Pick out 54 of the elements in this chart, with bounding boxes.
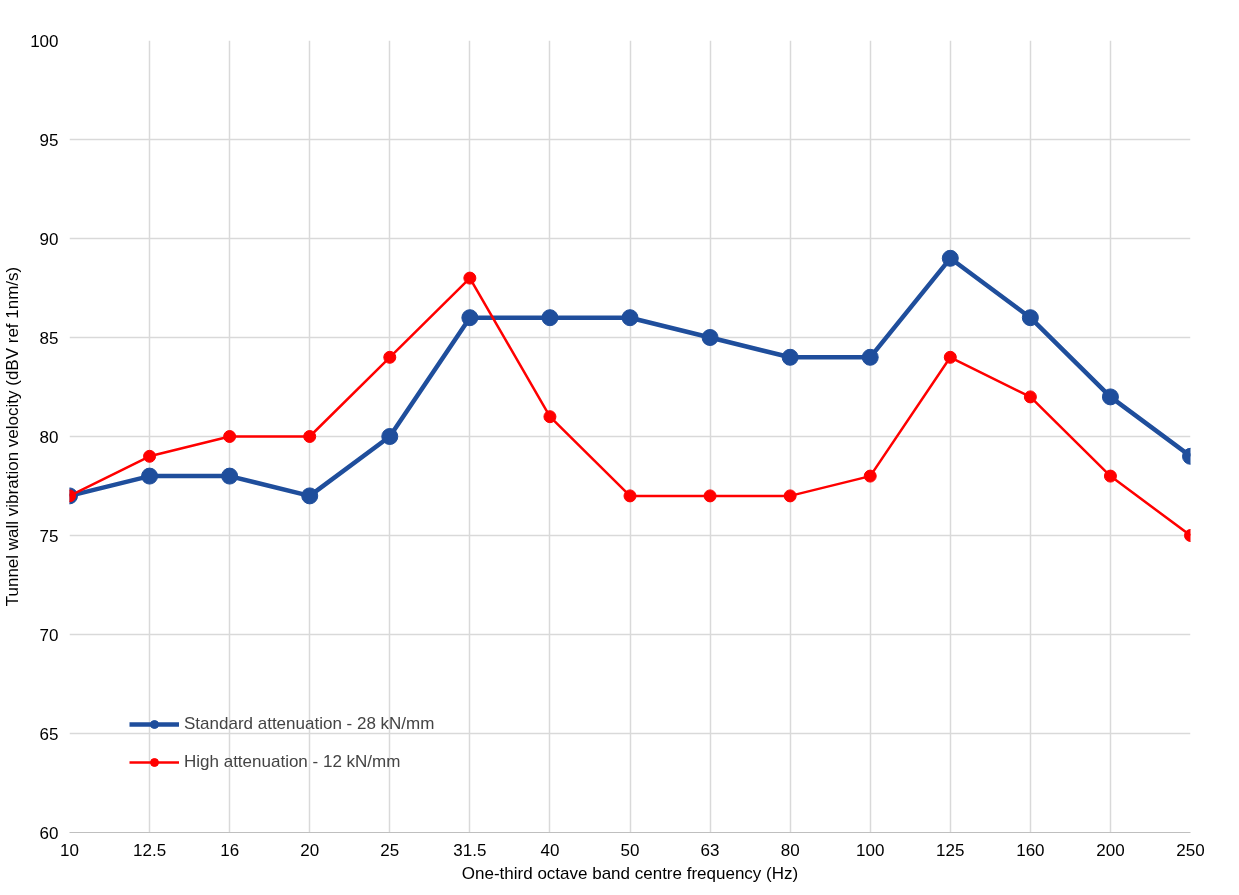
x-tick-label: 125 bbox=[936, 840, 965, 860]
point bbox=[543, 410, 557, 424]
point bbox=[463, 271, 477, 285]
y-axis-title: Tunnel wall vibration velocity (dBV ref 1nm/s) bbox=[3, 266, 23, 607]
x-tick-label: 20 bbox=[300, 840, 320, 860]
x-tick-label: 50 bbox=[620, 840, 640, 860]
y-tick-label: 90 bbox=[39, 229, 59, 249]
point bbox=[301, 487, 319, 505]
x-tick-label: 12.5 bbox=[133, 840, 167, 860]
point bbox=[141, 467, 159, 485]
point bbox=[221, 467, 239, 485]
point bbox=[623, 489, 637, 503]
y-tick-label: 80 bbox=[39, 427, 59, 447]
x-tick-label: 31.5 bbox=[453, 840, 487, 860]
legend-label: High attenuation - 12 kN/mm bbox=[184, 752, 401, 772]
legend-label: Standard attenuation - 28 kN/mm bbox=[184, 714, 435, 734]
point bbox=[381, 428, 399, 445]
point bbox=[701, 329, 719, 346]
point bbox=[541, 309, 559, 327]
x-tick-label: 200 bbox=[1096, 840, 1125, 860]
x-tick-label: 250 bbox=[1176, 840, 1205, 860]
y-tick-label: 75 bbox=[39, 526, 59, 546]
point bbox=[703, 489, 717, 503]
point bbox=[621, 309, 639, 327]
x-tick-label: 80 bbox=[780, 840, 800, 860]
x-tick-label: 10 bbox=[60, 840, 79, 860]
y-tick-label: 100 bbox=[30, 31, 59, 51]
x-tick-label: 63 bbox=[700, 840, 720, 860]
y-tick-label: 65 bbox=[39, 724, 59, 744]
x-tick-label: 25 bbox=[380, 840, 400, 860]
point bbox=[1101, 388, 1119, 406]
x-tick-label: 40 bbox=[540, 840, 560, 860]
point bbox=[461, 309, 479, 327]
y-tick-label: 95 bbox=[39, 130, 59, 150]
point bbox=[223, 430, 237, 443]
point bbox=[943, 350, 957, 364]
x-tick-label: 100 bbox=[856, 840, 885, 860]
x-tick-label: 160 bbox=[1016, 840, 1045, 860]
point bbox=[781, 348, 799, 366]
point bbox=[303, 430, 317, 443]
point bbox=[941, 249, 959, 267]
point bbox=[783, 489, 797, 503]
y-tick-label: 70 bbox=[39, 625, 59, 645]
point bbox=[1021, 309, 1039, 327]
point bbox=[1103, 469, 1117, 483]
point bbox=[143, 449, 157, 463]
point bbox=[861, 348, 879, 366]
y-tick-label: 60 bbox=[39, 823, 59, 843]
x-axis-title: One-third octave band centre frequency (Hz) bbox=[461, 863, 799, 883]
point bbox=[383, 350, 397, 364]
point bbox=[1023, 390, 1037, 404]
x-tick-label: 16 bbox=[220, 840, 240, 860]
point bbox=[863, 469, 877, 483]
y-tick-label: 85 bbox=[39, 328, 59, 348]
